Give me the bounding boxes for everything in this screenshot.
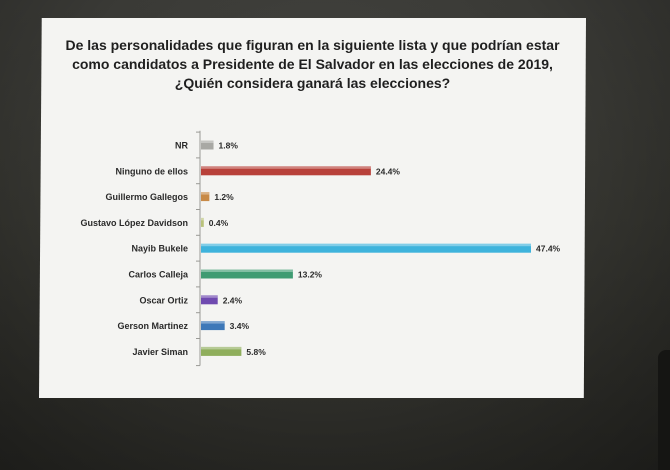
bar-highlight (201, 346, 242, 350)
category-label: Ninguno de ellos (115, 166, 188, 176)
foreground-object (658, 350, 670, 470)
projected-slide: De las personalidades que figuran en la … (39, 18, 586, 398)
chart-title: De las personalidades que figuran en la … (39, 36, 586, 93)
bar (201, 166, 371, 176)
category-label: Oscar Ortiz (139, 295, 188, 305)
bar-highlight (201, 166, 371, 169)
data-label: 1.2% (214, 192, 234, 202)
category-label: Javier Siman (132, 347, 188, 357)
data-label: 0.4% (209, 218, 229, 228)
category-label: Nayib Bukele (131, 244, 188, 254)
data-label: 24.4% (376, 166, 401, 176)
category-label: Gustavo López Davidson (80, 218, 188, 228)
bar-highlight (201, 321, 225, 324)
bar-highlight (201, 295, 218, 298)
bar-highlight (201, 217, 204, 221)
bar-highlight (201, 192, 210, 195)
bar (201, 295, 218, 305)
category-label: Guillermo Gallegos (105, 192, 188, 202)
bar-highlight (201, 243, 531, 247)
bar-highlight (201, 269, 293, 272)
bar (201, 346, 242, 356)
data-label: 3.4% (230, 321, 250, 331)
category-label: Carlos Calleja (128, 270, 189, 280)
data-label: 5.8% (246, 347, 266, 357)
bar (201, 192, 210, 202)
title-line-2: como candidatos a Presidente de El Salva… (72, 56, 553, 72)
chart-layer: NR 1.8% Ninguno de ellos 24.4% Guillermo Gal… (80, 130, 561, 367)
bar (201, 269, 293, 279)
bar (201, 140, 214, 150)
bar-chart: NR 1.8% Ninguno de ellos 24.4% Guillermo Gal… (80, 130, 561, 367)
data-label: 13.2% (298, 270, 323, 280)
category-label: NR (175, 141, 188, 151)
title-line-1: De las personalidades que figuran en la … (65, 37, 560, 53)
title-line-3: ¿Quién considera ganará las elecciones? (174, 75, 451, 91)
bar-highlight (201, 140, 214, 143)
category-label: Gerson Martinez (117, 321, 188, 331)
bar (201, 243, 531, 253)
data-label: 1.8% (219, 141, 239, 151)
data-label: 2.4% (223, 295, 243, 305)
data-label: 47.4% (536, 244, 561, 254)
bar (201, 321, 225, 331)
bar (201, 217, 204, 227)
